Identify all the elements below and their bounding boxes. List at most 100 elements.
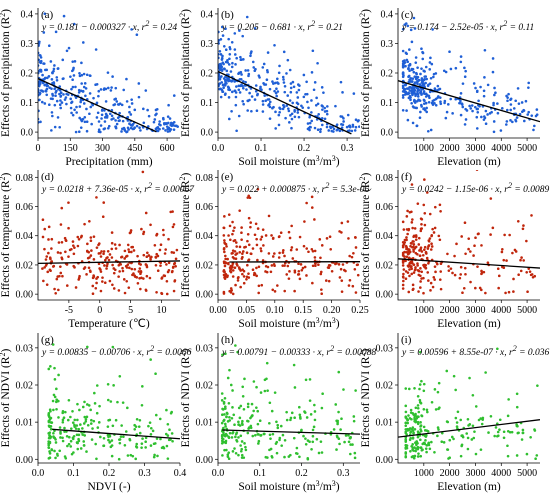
scatter-point	[404, 270, 408, 273]
scatter-point	[223, 270, 226, 274]
scatter-point	[53, 449, 56, 453]
scatter-point	[275, 87, 278, 91]
scatter-point	[92, 258, 96, 261]
scatter-point	[474, 405, 478, 408]
scatter-point	[123, 249, 127, 253]
scatter-point	[118, 111, 121, 115]
scatter-point	[135, 446, 139, 449]
scatter-point	[73, 60, 77, 63]
scatter-point	[305, 201, 308, 205]
scatter-point	[479, 417, 482, 420]
scatter-point	[282, 249, 285, 252]
scatter-point	[442, 69, 446, 73]
scatter-point	[86, 250, 89, 253]
scatter-point	[76, 447, 80, 451]
scatter-point	[420, 277, 423, 280]
scatter-point	[222, 247, 226, 251]
scatter-point	[508, 233, 511, 237]
scatter-point	[235, 440, 239, 443]
scatter-point	[251, 268, 255, 272]
y-tick-label: 0.08	[376, 173, 394, 184]
scatter-point	[89, 236, 93, 239]
scatter-point	[242, 281, 246, 285]
scatter-point	[401, 251, 405, 255]
scatter-point	[348, 124, 351, 127]
scatter-point	[85, 345, 89, 349]
scatter-point	[95, 277, 98, 280]
scatter-point	[257, 265, 261, 269]
scatter-point	[414, 412, 417, 416]
scatter-point	[244, 69, 247, 72]
scatter-point	[467, 247, 470, 251]
scatter-point	[58, 92, 61, 96]
scatter-point	[142, 230, 146, 234]
scatter-point	[241, 385, 245, 389]
scatter-point	[242, 408, 246, 411]
scatter-point	[419, 280, 422, 283]
y-tick-label: 0.2	[201, 69, 214, 80]
scatter-point	[295, 248, 299, 251]
scatter-point	[266, 51, 270, 54]
scatter-point	[101, 215, 105, 219]
scatter-point	[63, 98, 67, 101]
scatter-point	[311, 264, 315, 268]
scatter-point	[254, 89, 258, 93]
scatter-point	[109, 445, 113, 449]
scatter-point	[417, 236, 421, 240]
scatter-point	[516, 219, 520, 223]
scatter-point	[72, 74, 76, 77]
scatter-point	[347, 237, 350, 240]
scatter-point	[165, 444, 169, 448]
scatter-point	[278, 106, 281, 110]
scatter-point	[231, 269, 235, 272]
scatter-point	[223, 448, 226, 452]
scatter-point	[257, 433, 260, 436]
scatter-point	[87, 404, 91, 407]
scatter-point	[45, 283, 49, 286]
scatter-point	[417, 410, 421, 414]
x-tick-label: 3000	[465, 143, 485, 154]
scatter-point	[99, 270, 103, 273]
scatter-point	[401, 93, 405, 97]
scatter-point	[219, 38, 223, 41]
scatter-point	[502, 430, 506, 434]
y-tick-label: 0.00	[16, 455, 34, 466]
scatter-point	[419, 217, 423, 220]
scatter-point	[92, 419, 96, 423]
scatter-point	[535, 108, 539, 111]
scatter-point	[62, 93, 65, 96]
scatter-point	[521, 227, 525, 231]
scatter-point	[347, 284, 351, 287]
scatter-point	[286, 58, 290, 62]
scatter-point	[263, 389, 267, 393]
scatter-point	[112, 271, 116, 275]
y-tick-label: 0.0	[381, 128, 394, 139]
scatter-point	[228, 431, 232, 435]
scatter-point	[222, 433, 225, 436]
scatter-point	[482, 118, 486, 121]
scatter-point	[89, 239, 93, 242]
scatter-point	[424, 81, 427, 85]
scatter-point	[412, 243, 416, 246]
scatter-point	[127, 286, 131, 289]
scatter-point	[421, 79, 425, 83]
scatter-point	[108, 418, 112, 422]
scatter-point	[452, 437, 455, 441]
scatter-point	[130, 98, 133, 101]
scatter-point	[43, 102, 47, 105]
scatter-point	[290, 246, 294, 249]
scatter-point	[282, 78, 285, 81]
scatter-point	[415, 124, 419, 128]
scatter-point	[156, 254, 160, 258]
scatter-point	[311, 249, 315, 253]
scatter-point	[492, 130, 496, 134]
scatter-point	[246, 99, 250, 103]
scatter-point	[515, 392, 519, 396]
scatter-point	[84, 87, 88, 90]
scatter-point	[92, 275, 95, 279]
scatter-point	[337, 370, 341, 374]
scatter-point	[228, 368, 231, 372]
x-tick-label: 0.1	[67, 468, 80, 479]
